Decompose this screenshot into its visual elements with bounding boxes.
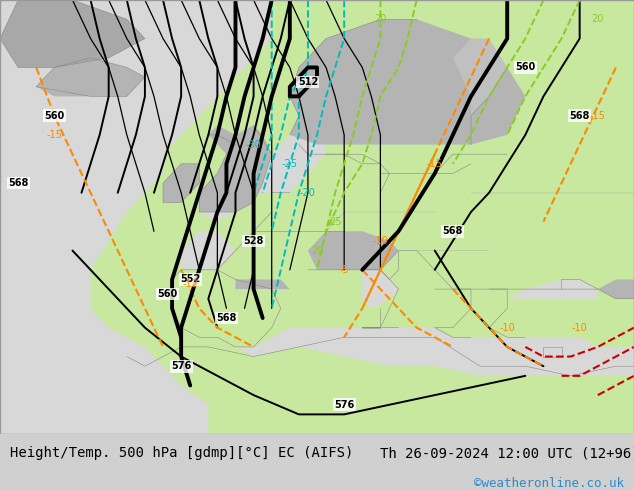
Text: 576: 576 <box>334 400 354 410</box>
Polygon shape <box>36 58 145 97</box>
Text: 576: 576 <box>171 361 191 371</box>
Polygon shape <box>598 279 634 299</box>
Polygon shape <box>308 231 399 270</box>
Polygon shape <box>507 279 598 299</box>
Text: -10: -10 <box>572 322 588 333</box>
Polygon shape <box>0 0 272 434</box>
Text: 560: 560 <box>157 289 178 299</box>
Text: 568: 568 <box>8 178 29 188</box>
Text: 528: 528 <box>243 236 264 246</box>
Polygon shape <box>163 164 199 202</box>
Text: 568: 568 <box>443 226 463 236</box>
Text: -15: -15 <box>427 159 443 169</box>
Polygon shape <box>235 135 326 193</box>
Text: -5: -5 <box>339 265 349 275</box>
Polygon shape <box>0 0 145 68</box>
Polygon shape <box>235 279 290 289</box>
Text: ©weatheronline.co.uk: ©weatheronline.co.uk <box>474 477 624 490</box>
Polygon shape <box>235 328 634 376</box>
Text: Height/Temp. 500 hPa [gdmp][°C] EC (AIFS): Height/Temp. 500 hPa [gdmp][°C] EC (AIFS… <box>10 446 353 461</box>
Polygon shape <box>199 125 272 212</box>
Text: -10: -10 <box>373 236 388 246</box>
Text: 25: 25 <box>329 217 341 227</box>
Text: Th 26-09-2024 12:00 UTC (12+96): Th 26-09-2024 12:00 UTC (12+96) <box>380 446 634 461</box>
Text: -15: -15 <box>590 111 605 121</box>
Polygon shape <box>453 39 507 116</box>
Text: 552: 552 <box>180 274 200 285</box>
Text: -30: -30 <box>246 140 261 149</box>
Text: -15: -15 <box>46 130 62 140</box>
Text: 560: 560 <box>44 111 65 121</box>
Text: -10: -10 <box>500 322 515 333</box>
Text: 512: 512 <box>298 77 318 87</box>
Text: 20: 20 <box>592 14 604 24</box>
Polygon shape <box>290 19 526 145</box>
Polygon shape <box>209 125 245 154</box>
Text: 20: 20 <box>311 245 323 256</box>
Polygon shape <box>181 231 235 270</box>
Text: 20: 20 <box>374 14 387 24</box>
Polygon shape <box>199 193 235 221</box>
Text: 568: 568 <box>216 313 236 323</box>
Text: -20: -20 <box>300 188 316 198</box>
Polygon shape <box>145 0 272 135</box>
Text: 568: 568 <box>569 111 590 121</box>
Text: -12: -12 <box>182 279 198 289</box>
Polygon shape <box>362 270 399 308</box>
Polygon shape <box>0 0 634 434</box>
Text: -25: -25 <box>282 159 298 169</box>
Text: 560: 560 <box>515 62 536 73</box>
